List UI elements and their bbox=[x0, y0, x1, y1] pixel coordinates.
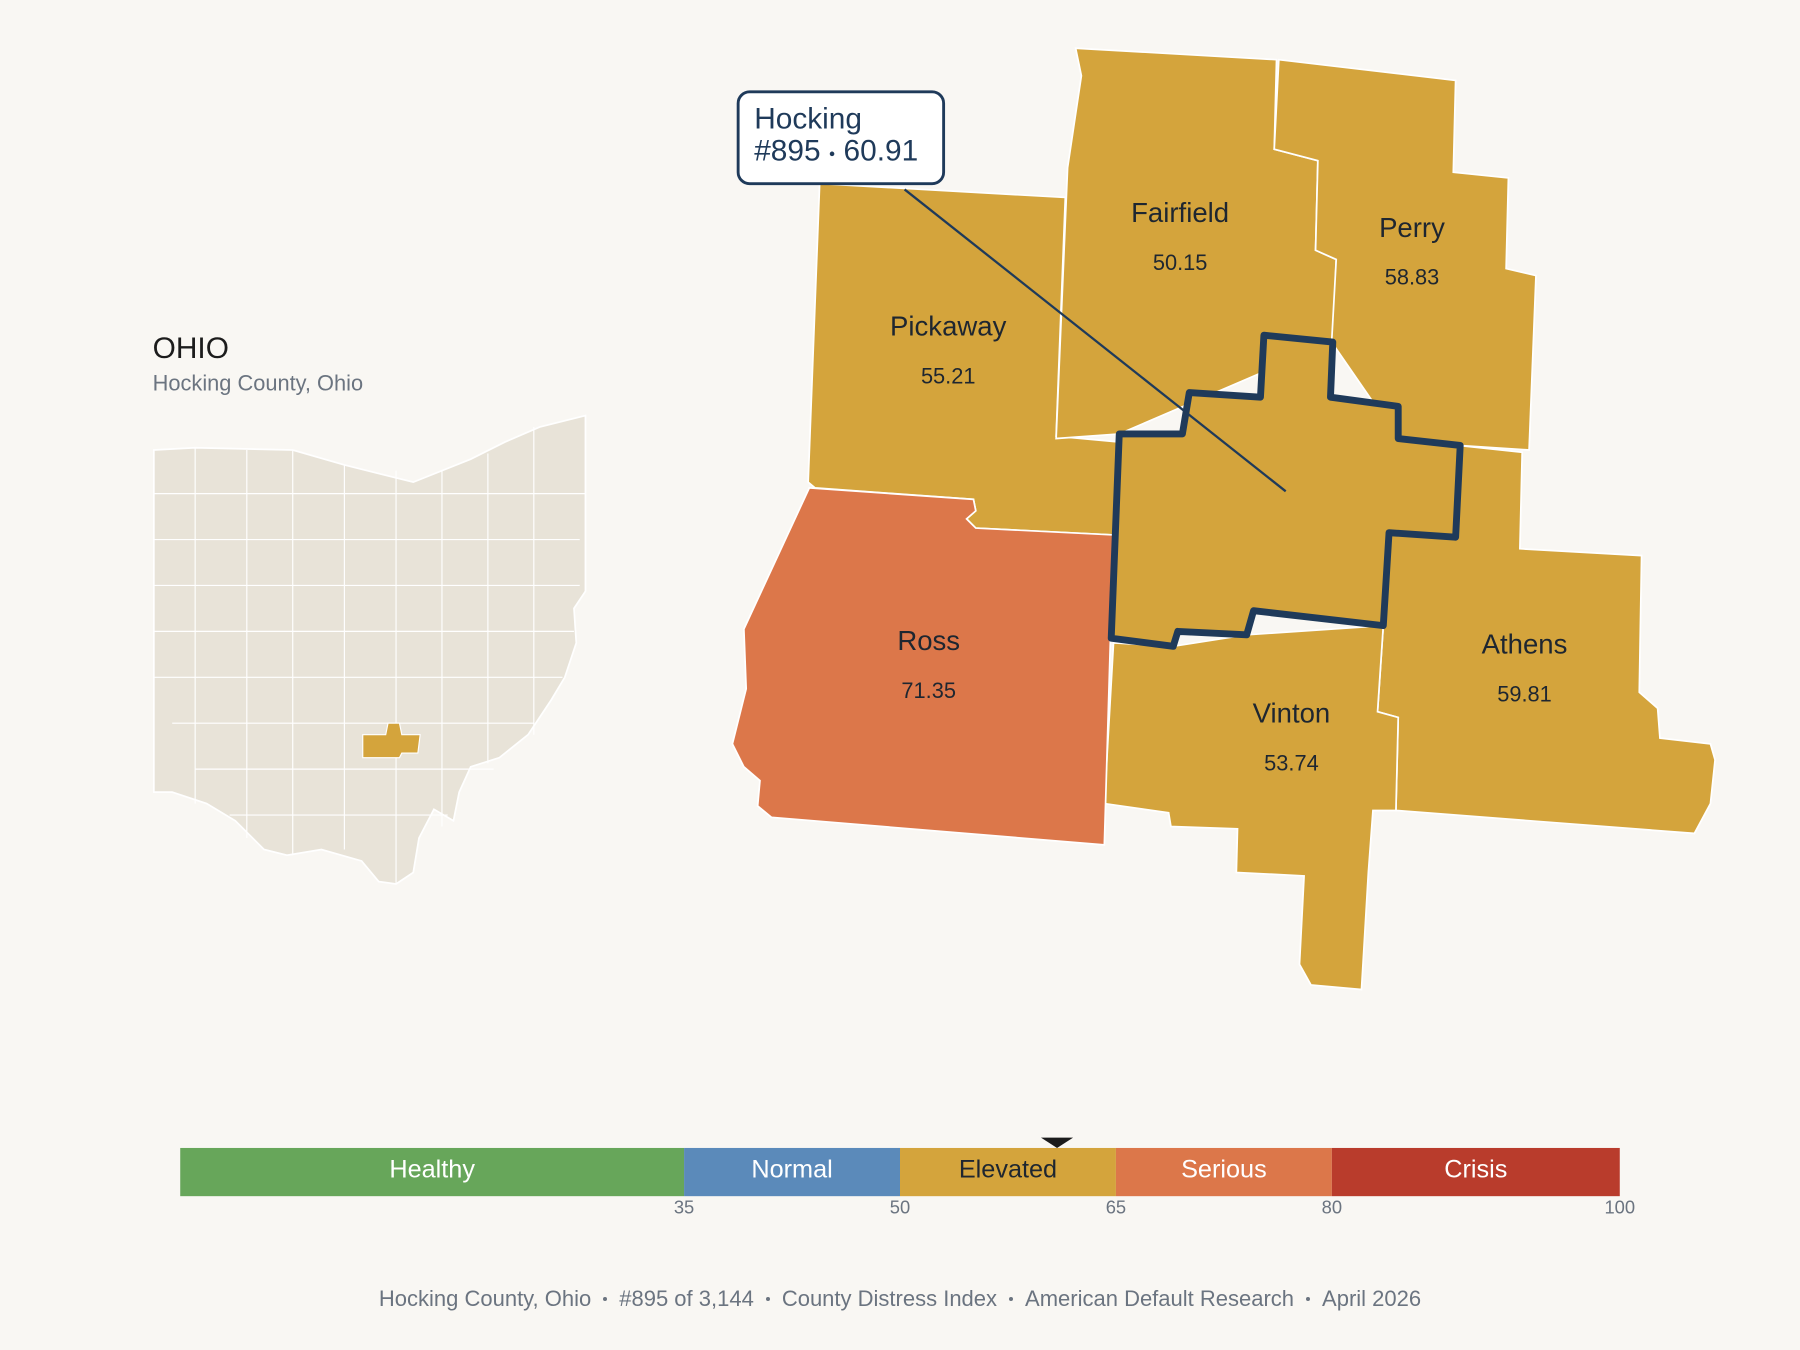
county-name: Perry bbox=[1379, 212, 1445, 243]
footer-item: American Default Research bbox=[1025, 1286, 1295, 1311]
callout-leader bbox=[903, 188, 1287, 493]
callout-name: Hocking bbox=[754, 102, 862, 135]
counties: Pickaway 55.21 Fairfield 50.15 Perry 58.83 Ath… bbox=[731, 47, 1716, 991]
footer-separator bbox=[765, 1297, 770, 1301]
callout-rank: #895 bbox=[754, 135, 820, 168]
county-value: 71.35 bbox=[901, 678, 956, 703]
band-label: Healthy bbox=[389, 1156, 475, 1184]
callout-score: 60.91 bbox=[844, 135, 919, 168]
scale-band bbox=[1115, 1147, 1332, 1197]
footer-item: County Distress Index bbox=[781, 1286, 998, 1311]
callout-separator bbox=[829, 151, 835, 157]
inset: OHIO Hocking County, Ohio bbox=[152, 332, 587, 885]
county-name: Ross bbox=[897, 625, 960, 656]
score-marker bbox=[1040, 1137, 1074, 1148]
inset-subtitle: Hocking County, Ohio bbox=[153, 370, 363, 395]
county bbox=[731, 486, 1115, 846]
county-name: Pickaway bbox=[890, 311, 1007, 342]
band-label: Normal bbox=[751, 1156, 832, 1184]
band-label: Crisis bbox=[1444, 1156, 1507, 1184]
county-value: 53.74 bbox=[1264, 750, 1319, 775]
band-label: Serious bbox=[1181, 1156, 1267, 1184]
county-name: Athens bbox=[1482, 629, 1568, 660]
scale: Healthy Normal Elevated Serious Crisis 35 50 65… bbox=[180, 1137, 1635, 1218]
state-outline bbox=[152, 414, 587, 885]
inset-focus-county bbox=[362, 722, 421, 759]
inset-title: OHIO bbox=[153, 332, 229, 365]
county-value: 58.83 bbox=[1385, 265, 1440, 290]
inset-county-lines bbox=[153, 427, 586, 884]
footer-separator bbox=[1009, 1297, 1014, 1301]
band-label: Elevated bbox=[959, 1156, 1057, 1184]
footer-item: April 2026 bbox=[1322, 1286, 1422, 1311]
callout: Hocking #895 60.91 bbox=[736, 90, 1287, 493]
scale-band bbox=[900, 1147, 1116, 1197]
county-name: Fairfield bbox=[1131, 197, 1229, 228]
county bbox=[1103, 624, 1400, 991]
scale-band bbox=[684, 1147, 900, 1197]
scale-tick-label: 50 bbox=[890, 1197, 910, 1218]
scale-tick-label: 80 bbox=[1322, 1197, 1342, 1218]
scale-tick-label: 100 bbox=[1604, 1197, 1635, 1218]
footer-item: #895 of 3,144 bbox=[619, 1286, 754, 1311]
callout-box bbox=[736, 90, 946, 186]
county-value: 55.21 bbox=[921, 363, 976, 388]
county-value: 50.15 bbox=[1153, 250, 1208, 275]
county-name: Vinton bbox=[1253, 697, 1331, 728]
footer-separator bbox=[603, 1297, 608, 1301]
county-value: 59.81 bbox=[1497, 681, 1552, 706]
footer-item: Hocking County, Ohio bbox=[378, 1286, 592, 1311]
footer-separator bbox=[1306, 1297, 1311, 1301]
scale-tick-label: 35 bbox=[674, 1197, 694, 1218]
scale-tick-label: 65 bbox=[1106, 1197, 1126, 1218]
scale-band bbox=[180, 1147, 685, 1197]
footer: Hocking County, Ohio #895 of 3,144 County … bbox=[0, 1286, 1800, 1312]
scale-band bbox=[1331, 1147, 1620, 1197]
